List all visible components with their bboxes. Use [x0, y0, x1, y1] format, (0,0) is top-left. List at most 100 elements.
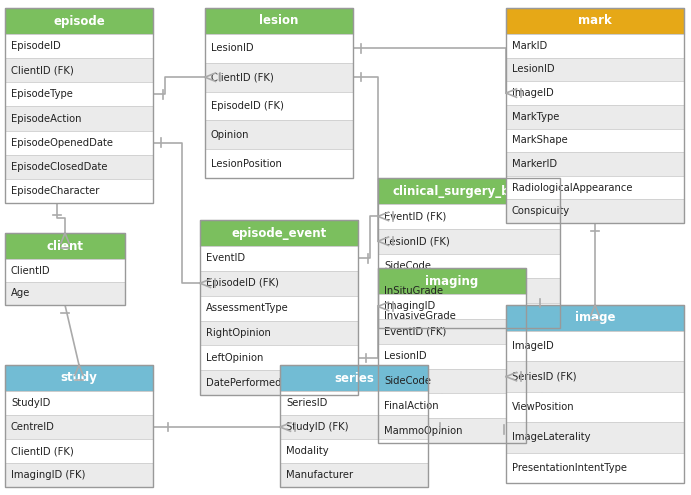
Text: PresentationIntentType: PresentationIntentType — [512, 463, 627, 473]
Bar — [5, 282, 125, 305]
Bar — [378, 368, 526, 394]
Bar — [506, 105, 684, 129]
Bar — [506, 199, 684, 223]
Bar — [200, 346, 358, 370]
Bar — [5, 179, 153, 203]
Bar — [378, 303, 560, 328]
Bar — [378, 294, 526, 319]
Bar — [200, 370, 358, 395]
Bar — [200, 320, 358, 346]
Text: series: series — [334, 372, 374, 385]
Bar — [5, 155, 153, 179]
Bar — [506, 152, 684, 176]
Text: CentreID: CentreID — [11, 422, 55, 432]
Text: EpisodeOpenedDate: EpisodeOpenedDate — [11, 138, 113, 148]
Text: SideCode: SideCode — [384, 376, 431, 386]
Text: ViewPosition: ViewPosition — [512, 402, 575, 412]
Bar — [506, 129, 684, 152]
Text: mark: mark — [578, 14, 612, 28]
Bar — [378, 344, 526, 368]
Text: EpisodeCharacter: EpisodeCharacter — [11, 186, 100, 196]
Text: InSituGrade: InSituGrade — [384, 286, 443, 296]
Text: InvasiveGrade: InvasiveGrade — [384, 310, 456, 321]
Text: study: study — [61, 372, 97, 385]
Text: client: client — [46, 240, 84, 252]
Text: SeriesID (FK): SeriesID (FK) — [512, 372, 576, 382]
Text: Conspicuity: Conspicuity — [512, 206, 570, 216]
Bar — [506, 331, 684, 361]
Bar — [205, 63, 353, 92]
Bar — [200, 271, 358, 296]
Text: LeftOpinion: LeftOpinion — [206, 353, 263, 363]
Text: EventID: EventID — [206, 253, 245, 263]
Bar — [378, 268, 526, 443]
Text: StudyID: StudyID — [11, 398, 50, 408]
Text: Age: Age — [11, 289, 30, 298]
Text: clinical_surgery_biopsy: clinical_surgery_biopsy — [392, 185, 545, 198]
Bar — [200, 246, 358, 271]
Bar — [506, 8, 684, 34]
Bar — [280, 439, 428, 463]
Bar — [506, 392, 684, 422]
Bar — [378, 229, 560, 253]
Text: LesionID: LesionID — [512, 64, 555, 74]
Text: ClientID (FK): ClientID (FK) — [211, 72, 274, 82]
Text: EventID (FK): EventID (FK) — [384, 211, 446, 221]
Bar — [506, 361, 684, 392]
Bar — [5, 233, 125, 305]
Bar — [506, 176, 684, 199]
Bar — [200, 220, 358, 395]
Text: ClientID (FK): ClientID (FK) — [11, 65, 74, 75]
Text: StudyID (FK): StudyID (FK) — [286, 422, 348, 432]
Bar — [506, 8, 684, 223]
Bar — [280, 415, 428, 439]
Bar — [205, 34, 353, 63]
Bar — [205, 120, 353, 149]
Text: MarkID: MarkID — [512, 41, 547, 51]
Bar — [205, 92, 353, 120]
Bar — [378, 394, 526, 418]
Bar — [378, 204, 560, 229]
Bar — [280, 391, 428, 415]
Bar — [5, 34, 153, 58]
Bar — [378, 319, 526, 344]
Bar — [5, 106, 153, 131]
Bar — [5, 8, 153, 203]
Text: MarkShape: MarkShape — [512, 135, 568, 146]
Bar — [506, 81, 684, 105]
Bar — [5, 415, 153, 439]
Bar — [5, 391, 153, 415]
Text: ImageLaterality: ImageLaterality — [512, 433, 591, 443]
Bar — [200, 296, 358, 320]
Bar — [506, 422, 684, 452]
Text: FinalAction: FinalAction — [384, 401, 439, 411]
Text: EpisodeID (FK): EpisodeID (FK) — [206, 278, 279, 288]
Bar — [378, 418, 526, 443]
Bar — [378, 253, 560, 278]
Bar — [506, 57, 684, 81]
Bar — [506, 305, 684, 331]
Text: EpisodeType: EpisodeType — [11, 90, 73, 99]
Bar — [5, 463, 153, 487]
Bar — [506, 305, 684, 483]
Text: SeriesID: SeriesID — [286, 398, 328, 408]
Text: ImageID: ImageID — [512, 88, 553, 98]
Bar — [5, 8, 153, 34]
Text: Manufacturer: Manufacturer — [286, 470, 353, 480]
Bar — [5, 233, 125, 259]
Bar — [280, 365, 428, 487]
Bar — [205, 8, 353, 34]
Text: MarkType: MarkType — [512, 112, 560, 122]
Text: RightOpinion: RightOpinion — [206, 328, 271, 338]
Bar — [200, 220, 358, 246]
Bar — [5, 365, 153, 487]
Text: lesion: lesion — [259, 14, 299, 28]
Text: ClientID (FK): ClientID (FK) — [11, 446, 74, 456]
Bar — [205, 149, 353, 178]
Bar — [5, 82, 153, 106]
Bar — [506, 34, 684, 57]
Text: imaging: imaging — [426, 275, 479, 288]
Bar — [378, 278, 560, 303]
Text: ImagingID (FK): ImagingID (FK) — [11, 470, 86, 480]
Text: RadiologicalAppearance: RadiologicalAppearance — [512, 183, 632, 193]
